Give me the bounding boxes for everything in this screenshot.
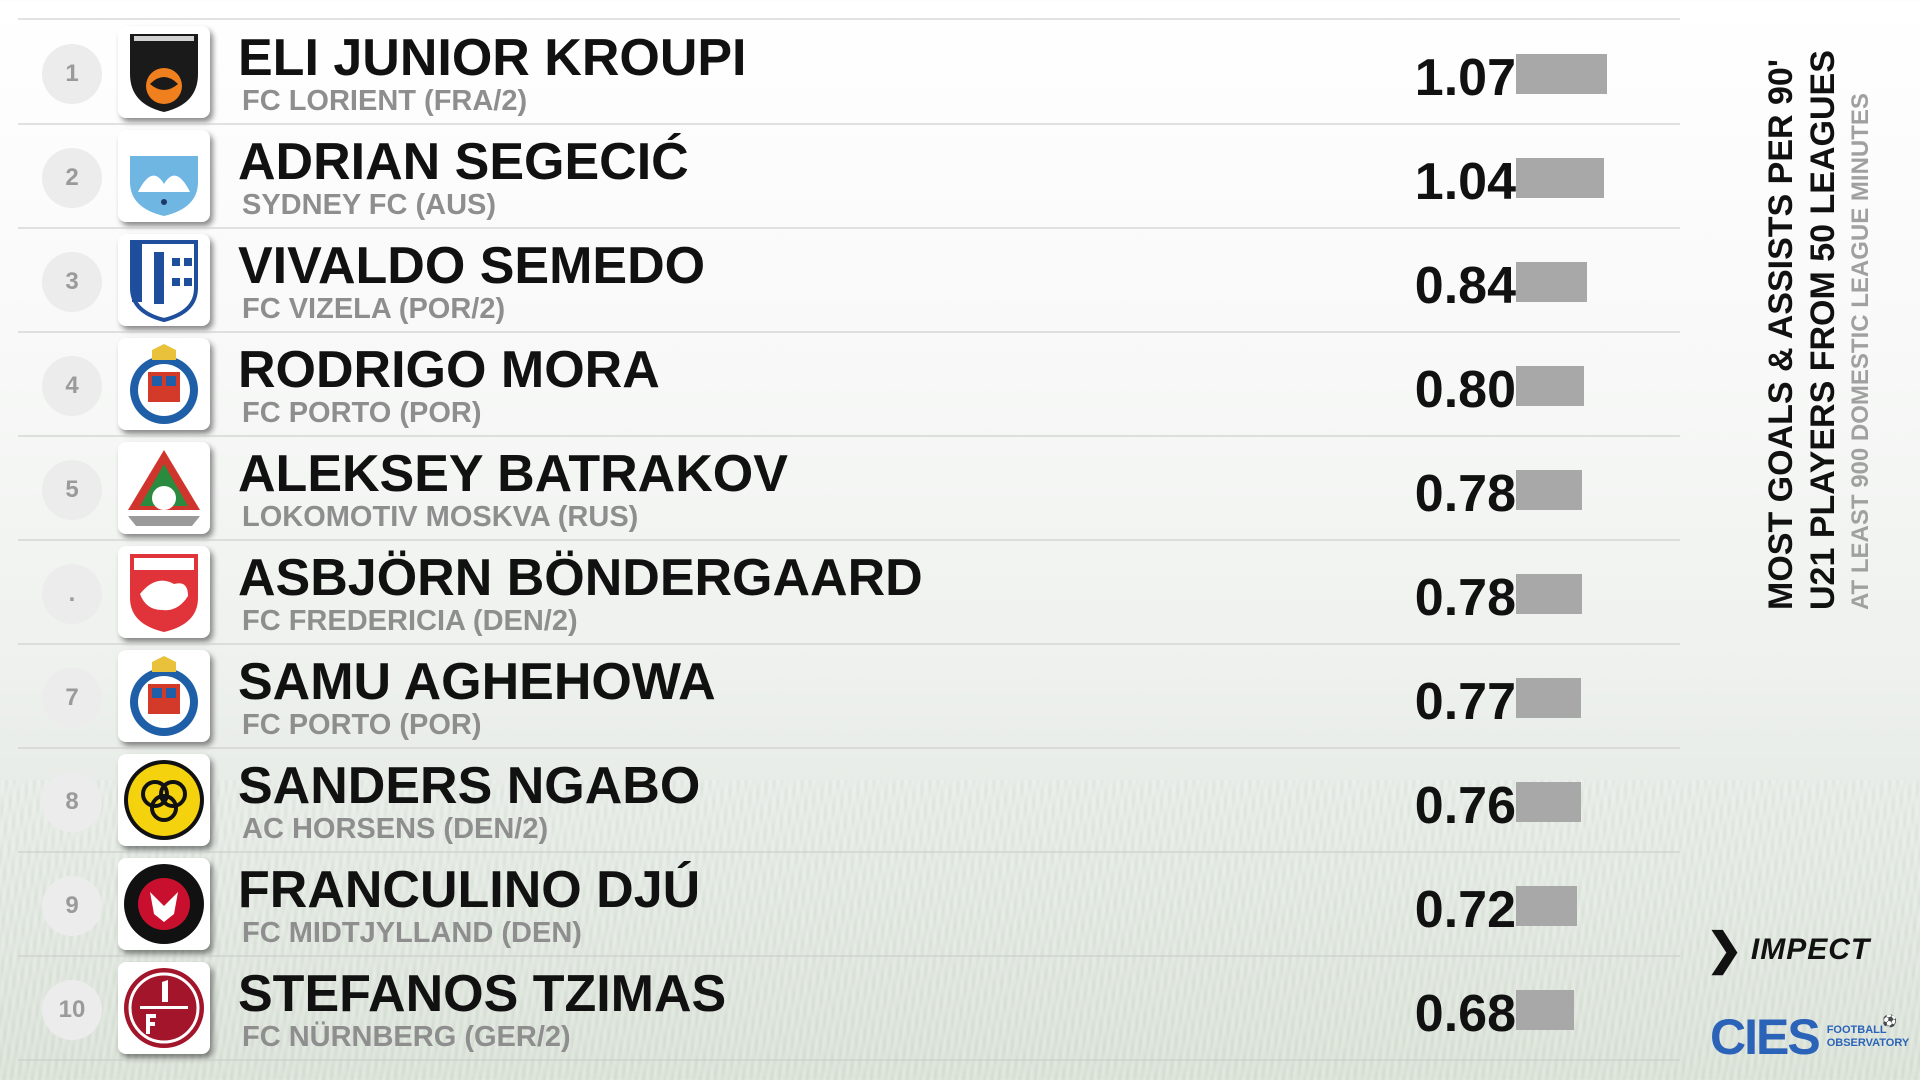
club-name: FC MIDTJYLLAND (DEN)	[242, 917, 582, 949]
rank-badge: 4	[42, 356, 102, 416]
player-name: RODRIGO MORA	[238, 341, 660, 399]
table-row: 1 ELI JUNIOR KROUPI FC LORIENT (FRA/2) 1.07	[18, 20, 1680, 124]
fc-midtjylland-badge	[118, 858, 210, 950]
value-label: 0.72	[1414, 881, 1516, 939]
player-name: ADRIAN SEGECIĆ	[238, 133, 689, 191]
player-name: ASBJÖRN BÖNDERGAARD	[238, 549, 923, 607]
value-bar	[1516, 574, 1582, 614]
table-row: 9 FRANCULINO DJÚ FC MIDTJYLLAND (DEN) 0.72	[18, 852, 1680, 956]
table-row: 2 ADRIAN SEGECIĆ SYDNEY FC (AUS) 1.04	[18, 124, 1680, 228]
row-separator	[18, 851, 1680, 853]
table-row: 10 STEFANOS TZIMAS FC NÜRNBERG (GER/2) 0.68	[18, 956, 1680, 1060]
player-name: FRANCULINO DJÚ	[238, 861, 701, 919]
rank-badge: 8	[42, 772, 102, 832]
fc-nurnberg-badge	[118, 962, 210, 1054]
value-label: 0.76	[1414, 777, 1516, 835]
rank-badge: 1	[42, 44, 102, 104]
fc-vizela-badge	[118, 234, 210, 326]
club-name: FC PORTO (POR)	[242, 709, 482, 741]
fc-lorient-badge	[118, 26, 210, 118]
table-row: 5 ALEKSEY BATRAKOV LOKOMOTIV MOSKVA (RUS) 0…	[18, 436, 1680, 540]
row-separator	[18, 435, 1680, 437]
player-name: VIVALDO SEMEDO	[238, 237, 706, 295]
lokomotiv-moskva-badge	[118, 442, 210, 534]
value-bar	[1516, 990, 1574, 1030]
club-name: FC NÜRNBERG (GER/2)	[242, 1021, 571, 1053]
table-row: . ASBJÖRN BÖNDERGAARD FC FREDERICIA (DEN/2…	[18, 540, 1680, 644]
rank-badge: 3	[42, 252, 102, 312]
cies-sub-line2: OBSERVATORY	[1826, 1037, 1910, 1049]
ranking-table: 1 ELI JUNIOR KROUPI FC LORIENT (FRA/2) 1.07…	[18, 18, 1680, 1061]
value-label: 0.78	[1414, 465, 1516, 523]
row-separator	[18, 1059, 1680, 1061]
impect-mark-icon: ❯	[1706, 925, 1743, 974]
value-label: 0.80	[1414, 361, 1516, 419]
player-name: STEFANOS TZIMAS	[238, 965, 727, 1023]
football-icon: ⚽	[1882, 1014, 1897, 1028]
club-name: FC PORTO (POR)	[242, 397, 482, 429]
row-separator	[18, 643, 1680, 645]
cies-wordmark: CIES	[1710, 1009, 1821, 1065]
value-bar	[1516, 366, 1584, 406]
player-name: SANDERS NGABO	[238, 757, 701, 815]
rank-badge: 10	[42, 980, 102, 1040]
row-separator	[18, 331, 1680, 333]
rank-badge: 9	[42, 876, 102, 936]
value-bar	[1516, 262, 1587, 302]
row-separator	[18, 227, 1680, 229]
club-name: AC HORSENS (DEN/2)	[242, 813, 549, 845]
rank-badge: 5	[42, 460, 102, 520]
player-name: ELI JUNIOR KROUPI	[238, 29, 747, 87]
value-bar	[1516, 54, 1607, 94]
chart-subtitle: U21 PLAYERS FROM 50 LEAGUES	[1804, 50, 1842, 610]
row-separator	[18, 747, 1680, 749]
rank-badge: .	[42, 564, 102, 624]
impect-logo: ❯ IMPECT	[1706, 928, 1870, 972]
row-separator	[18, 18, 1680, 20]
value-bar	[1516, 782, 1581, 822]
club-name: FC VIZELA (POR/2)	[242, 293, 506, 325]
table-row: 8 SANDERS NGABO AC HORSENS (DEN/2) 0.76	[18, 748, 1680, 852]
value-label: 0.84	[1414, 257, 1516, 315]
value-bar	[1516, 678, 1581, 718]
row-separator	[18, 955, 1680, 957]
side-title: MOST GOALS & ASSISTS PER 90' U21 PLAYERS…	[1760, 30, 1920, 610]
cies-subtitle: FOOTBALL OBSERVATORY	[1827, 1024, 1910, 1050]
value-label: 0.77	[1414, 673, 1516, 731]
value-bar	[1516, 886, 1577, 926]
value-label: 1.07	[1414, 49, 1516, 107]
chart-note: AT LEAST 900 DOMESTIC LEAGUE MINUTES	[1847, 93, 1874, 610]
value-label: 0.68	[1414, 985, 1516, 1043]
sydney-fc-badge	[118, 130, 210, 222]
row-separator	[18, 539, 1680, 541]
value-label: 0.78	[1414, 569, 1516, 627]
club-name: FC FREDERICIA (DEN/2)	[242, 605, 578, 637]
rank-badge: 2	[42, 148, 102, 208]
club-name: SYDNEY FC (AUS)	[242, 189, 497, 221]
table-row: 7 SAMU AGHEHOWA FC PORTO (POR) 0.77	[18, 644, 1680, 748]
chart-title: MOST GOALS & ASSISTS PER 90'	[1762, 59, 1800, 610]
player-name: SAMU AGHEHOWA	[238, 653, 716, 711]
ac-horsens-badge	[118, 754, 210, 846]
value-label: 1.04	[1414, 153, 1516, 211]
fc-fredericia-badge	[118, 546, 210, 638]
rank-badge: 7	[42, 668, 102, 728]
cies-sub-line1: FOOTBALL	[1826, 1024, 1887, 1036]
club-name: LOKOMOTIV MOSKVA (RUS)	[242, 501, 639, 533]
value-bar	[1516, 158, 1604, 198]
value-bar	[1516, 470, 1582, 510]
fc-porto-badge	[118, 338, 210, 430]
table-row: 4 RODRIGO MORA FC PORTO (POR) 0.80	[18, 332, 1680, 436]
fc-porto-badge	[118, 650, 210, 742]
impect-wordmark: IMPECT	[1750, 933, 1871, 966]
player-name: ALEKSEY BATRAKOV	[238, 445, 788, 503]
club-name: FC LORIENT (FRA/2)	[242, 85, 528, 117]
cies-logo: CIES FOOTBALL OBSERVATORY ⚽	[1710, 1012, 1909, 1062]
grass-background	[0, 780, 1920, 1080]
table-row: 3 VIVALDO SEMEDO FC VIZELA (POR/2) 0.84	[18, 228, 1680, 332]
row-separator	[18, 123, 1680, 125]
